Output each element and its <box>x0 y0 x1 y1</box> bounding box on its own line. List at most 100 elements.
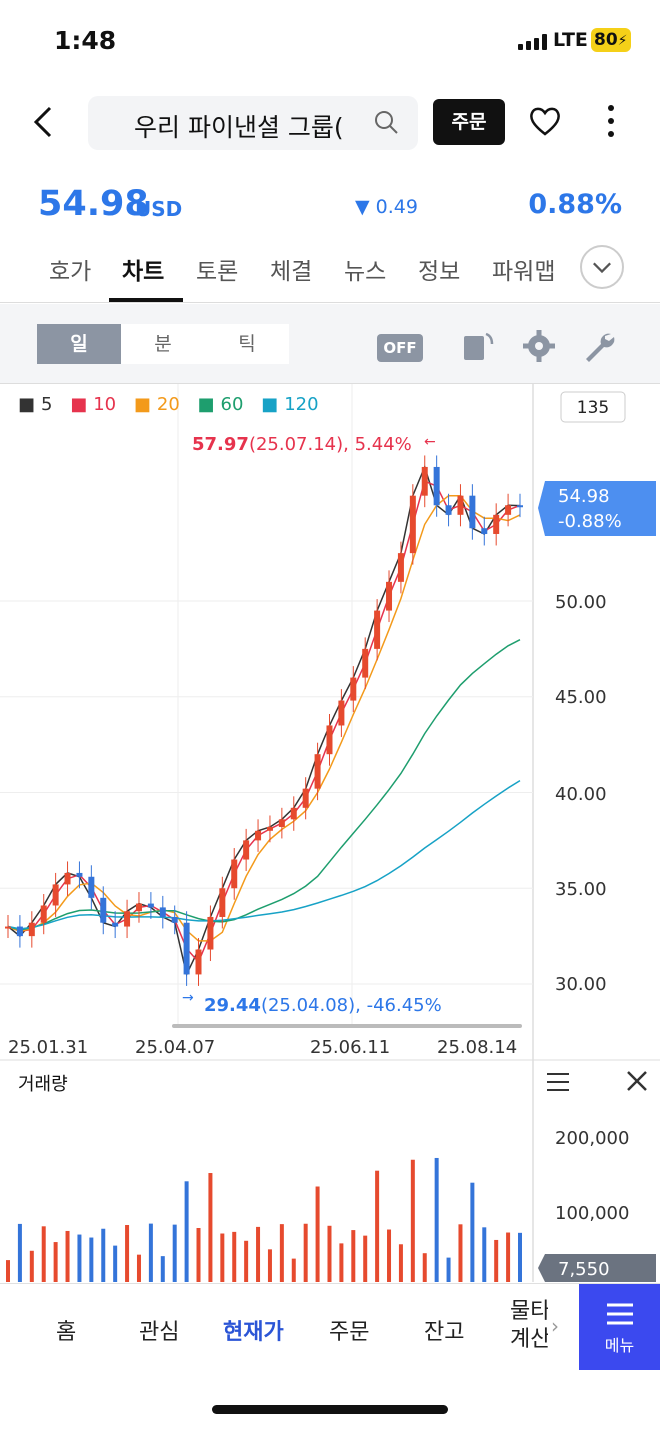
volume-bar <box>184 1181 189 1282</box>
ma-line-120 <box>7 779 521 930</box>
tab-trades[interactable]: 체결 <box>270 259 313 285</box>
count-box[interactable] <box>560 391 626 423</box>
date-tick: 25.01.31 <box>8 1037 88 1058</box>
nav-home[interactable]: 홈 <box>56 1320 77 1345</box>
volume-bar <box>148 1223 153 1282</box>
period-minute-button[interactable]: 분 <box>121 324 205 364</box>
date-tick: 25.04.07 <box>135 1037 215 1058</box>
nav-balance[interactable]: 잔고 <box>424 1320 465 1345</box>
volume-bar <box>422 1253 427 1282</box>
candle-body <box>100 897 107 923</box>
chevron-right-icon[interactable]: › <box>551 1314 559 1338</box>
tab-info[interactable]: 정보 <box>418 259 461 285</box>
volume-bar <box>506 1232 511 1282</box>
volume-bar <box>101 1228 106 1282</box>
candle-body <box>517 505 523 508</box>
search-icon[interactable] <box>374 110 398 134</box>
volume-bar <box>315 1186 320 1282</box>
chevron-down-icon[interactable] <box>580 245 624 289</box>
date-tick: 25.06.11 <box>310 1037 390 1058</box>
volume-bar <box>17 1223 22 1282</box>
back-arrow-icon[interactable] <box>30 104 60 140</box>
status-bar: 1:48 LTE 80⚡ <box>0 0 660 80</box>
battery-level: 80 <box>594 30 618 50</box>
bottom-nav: 홈 관심 현재가 주문 잔고 물타기 계산 › 메뉴 <box>0 1283 660 1370</box>
candle-body <box>374 610 381 649</box>
nav-current-price[interactable]: 현재가 <box>223 1320 284 1345</box>
period-day-button[interactable]: 일 <box>37 324 121 364</box>
candle-body <box>28 922 35 937</box>
candle-body <box>457 495 464 515</box>
volume-bar <box>89 1237 94 1282</box>
price-change: ▼ 0.49 <box>355 196 418 218</box>
max-price-value: 57.97 <box>192 434 249 455</box>
volume-bar <box>351 1230 356 1282</box>
menu-button[interactable]: 메뉴 <box>579 1284 660 1370</box>
tab-orderbook[interactable]: 호가 <box>49 259 92 285</box>
volume-bar <box>220 1233 225 1282</box>
rotate-icon[interactable] <box>460 328 496 364</box>
candle-body <box>255 830 262 841</box>
price-change-percent: 0.88% <box>528 189 622 220</box>
candle-body <box>326 725 333 755</box>
nav-watchlist[interactable]: 관심 <box>139 1320 180 1345</box>
candle-body <box>124 911 131 927</box>
home-indicator <box>212 1405 448 1414</box>
candle-body <box>219 888 226 917</box>
nav-averaging-calculator[interactable]: 물타기 계산 <box>510 1299 548 1352</box>
volume-axis: 200,000 100,000 <box>555 1128 629 1224</box>
settings-gear-icon[interactable] <box>521 328 557 364</box>
tab-chart[interactable]: 차트 <box>122 259 165 285</box>
candle-body <box>88 876 95 898</box>
volume-bar <box>41 1226 46 1282</box>
min-price-detail: (25.04.08), -46.45% <box>261 995 442 1016</box>
volume-bar <box>77 1234 82 1282</box>
tab-powermap[interactable]: 파워맵 <box>492 259 556 285</box>
period-tick-button[interactable]: 틱 <box>205 324 289 364</box>
tab-discussion[interactable]: 토론 <box>196 259 239 285</box>
max-price-annotation: 57.97(25.07.14), 5.44% <box>192 434 412 455</box>
volume-bar <box>363 1235 368 1282</box>
current-price-tag-value: 54.98 <box>558 486 610 507</box>
ma-line-10 <box>7 480 521 964</box>
candle-body <box>135 903 142 912</box>
candle-body <box>40 905 47 923</box>
search-text: 우리 파이낸셜 그룹( <box>134 113 344 142</box>
chart-toolbar: 일 분 틱 OFF <box>0 304 660 384</box>
volume-bar <box>267 1249 272 1282</box>
heart-icon[interactable] <box>528 104 562 138</box>
hamburger-menu-icon <box>606 1303 633 1325</box>
candle-body <box>505 505 512 515</box>
stock-search-box[interactable]: 우리 파이낸셜 그룹( <box>88 96 418 150</box>
volume-bar <box>375 1170 380 1282</box>
legend-ma10: ■ 10 <box>70 394 117 415</box>
overlay-off-toggle[interactable]: OFF <box>377 334 423 362</box>
chart-canvas[interactable]: 135 50.00 45.00 40.00 35.00 30.00 54.98 … <box>0 384 660 1282</box>
date-tick: 25.08.14 <box>437 1037 517 1058</box>
more-options-icon[interactable] <box>604 102 618 142</box>
active-tab-indicator <box>109 298 183 302</box>
chart-scrollbar[interactable] <box>172 1024 522 1028</box>
volume-bar <box>458 1224 463 1282</box>
close-icon[interactable] <box>627 1071 647 1091</box>
candle-body <box>278 819 285 827</box>
tab-news[interactable]: 뉴스 <box>344 259 387 285</box>
price-tick: 45.00 <box>555 687 607 708</box>
price-chart[interactable]: 135 50.00 45.00 40.00 35.00 30.00 54.98 … <box>0 384 660 1282</box>
candle-body <box>469 495 476 529</box>
nav-order[interactable]: 주문 <box>329 1320 370 1345</box>
candle-body <box>52 884 59 906</box>
menu-label: 메뉴 <box>604 1336 635 1355</box>
order-button[interactable]: 주문 <box>433 99 505 145</box>
candle-body <box>290 807 297 820</box>
volume-bar <box>482 1227 487 1282</box>
hamburger-icon[interactable] <box>547 1073 569 1091</box>
ma-line-5 <box>7 464 521 977</box>
candle-body <box>397 553 404 582</box>
ma-legend: ■ 5 ■ 10 ■ 20 ■ 60 ■ 120 <box>18 394 331 415</box>
wrench-icon[interactable] <box>581 328 617 364</box>
price-axis: 50.00 45.00 40.00 35.00 30.00 <box>555 592 607 995</box>
legend-ma120: ■ 120 <box>261 394 319 415</box>
volume-bar <box>125 1225 130 1282</box>
volume-bar <box>303 1223 308 1282</box>
